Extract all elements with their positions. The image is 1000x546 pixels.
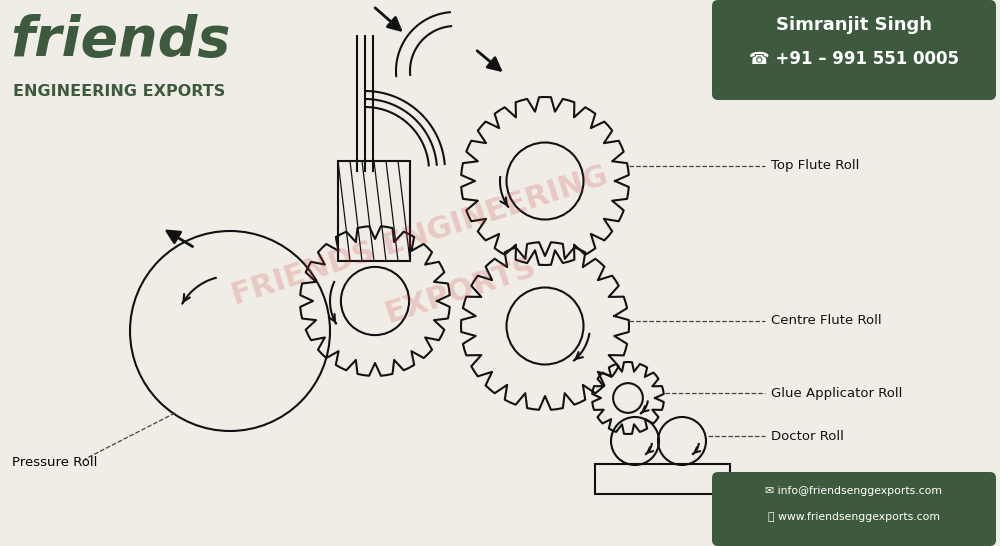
Text: friends: friends xyxy=(10,14,230,68)
FancyBboxPatch shape xyxy=(712,0,996,100)
Text: ENGINEERING EXPORTS: ENGINEERING EXPORTS xyxy=(13,84,225,99)
Text: Simranjit Singh: Simranjit Singh xyxy=(776,16,932,34)
Text: EXPORTS: EXPORTS xyxy=(381,253,539,329)
Text: FRIENDS ENGINEERING: FRIENDS ENGINEERING xyxy=(228,161,612,311)
Bar xyxy=(595,464,730,494)
Text: 🌐 www.friendsenggexports.com: 🌐 www.friendsenggexports.com xyxy=(768,512,940,522)
Text: Doctor Roll: Doctor Roll xyxy=(771,430,844,442)
Text: ✉ info@friendsenggexports.com: ✉ info@friendsenggexports.com xyxy=(765,486,942,496)
Text: Glue Applicator Roll: Glue Applicator Roll xyxy=(771,387,902,400)
Text: Pressure Roll: Pressure Roll xyxy=(12,456,97,470)
Text: Top Flute Roll: Top Flute Roll xyxy=(771,159,859,173)
Text: ☎ +91 – 991 551 0005: ☎ +91 – 991 551 0005 xyxy=(749,50,959,68)
Bar xyxy=(338,161,410,261)
FancyBboxPatch shape xyxy=(712,472,996,546)
Text: Centre Flute Roll: Centre Flute Roll xyxy=(771,314,882,328)
